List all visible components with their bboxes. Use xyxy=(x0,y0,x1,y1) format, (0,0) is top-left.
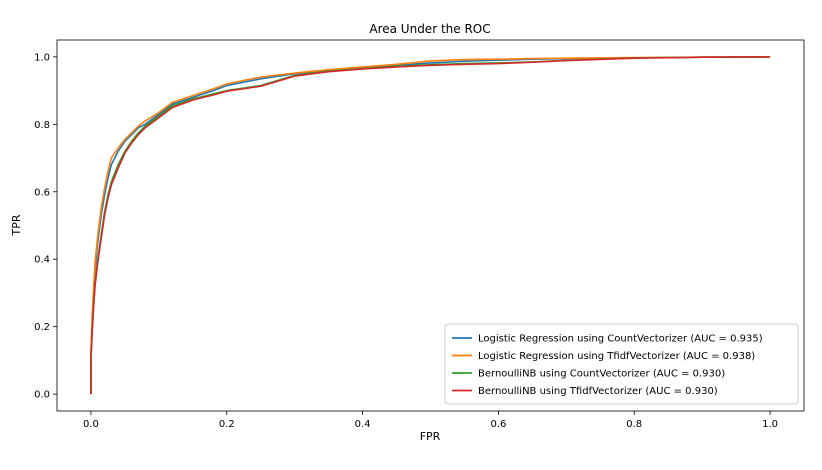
y-tick-label: 1.0 xyxy=(34,52,50,63)
plot-frame xyxy=(56,39,805,412)
roc-curve-1 xyxy=(90,56,771,395)
x-tick-label: 0.8 xyxy=(626,419,642,430)
y-tick-label: 0.2 xyxy=(34,322,50,333)
y-tick-label: 0.0 xyxy=(34,390,50,401)
y-axis: 0.0 0.2 0.4 0.6 0.8 1.0 xyxy=(34,52,57,401)
y-tick-label: 0.4 xyxy=(34,255,50,266)
legend: Logistic Regression using CountVectorize… xyxy=(444,323,799,405)
y-axis-label: TPR xyxy=(10,214,23,236)
chart-title: Area Under the ROC xyxy=(369,22,490,36)
legend-items: Logistic Regression using CountVectorize… xyxy=(452,334,763,397)
legend-label-1: Logistic Regression using CountVectorize… xyxy=(478,334,763,345)
legend-label-3: BernoulliNB using CountVectorizer (AUC =… xyxy=(478,369,725,380)
x-tick-label: 0.0 xyxy=(83,419,99,430)
x-tick-label: 0.4 xyxy=(355,419,371,430)
y-tick-label: 0.6 xyxy=(34,187,50,198)
curves-group xyxy=(90,56,771,395)
x-axis: 0.0 0.2 0.4 0.6 0.8 1.0 xyxy=(83,411,778,430)
legend-label-2: Logistic Regression using TfidfVectorize… xyxy=(478,351,755,362)
x-tick-label: 0.2 xyxy=(219,419,235,430)
x-tick-label: 0.6 xyxy=(490,419,506,430)
roc-curve-2 xyxy=(90,56,771,395)
y-tick-label: 0.8 xyxy=(34,120,50,131)
roc-curve-4 xyxy=(90,56,771,395)
x-tick-label: 1.0 xyxy=(762,419,778,430)
x-axis-label: FPR xyxy=(420,430,441,443)
legend-box xyxy=(444,323,799,405)
legend-label-4: BernoulliNB using TfidfVectorizer (AUC =… xyxy=(478,386,718,397)
